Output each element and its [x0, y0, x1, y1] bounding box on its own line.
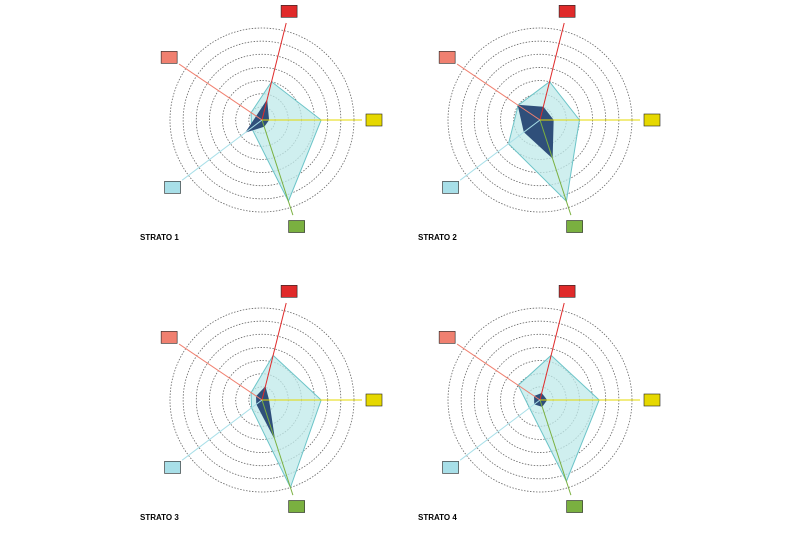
axis-icon	[558, 285, 576, 298]
axis-line	[178, 343, 263, 401]
axis-icon	[558, 5, 576, 18]
axis-line	[261, 399, 294, 496]
area-outer	[517, 354, 600, 483]
axis-line	[261, 22, 287, 121]
axis-icon	[164, 461, 181, 474]
axis-icon	[643, 393, 661, 407]
axis-icon	[280, 5, 298, 18]
axis-line	[539, 302, 565, 401]
area-outer	[250, 354, 322, 489]
area-outer	[250, 81, 322, 203]
axis-line	[261, 119, 294, 216]
axis-icon	[160, 331, 178, 344]
axis-icon	[288, 220, 305, 233]
area-inner	[517, 104, 554, 159]
axis-icon	[566, 220, 583, 233]
axis-line	[539, 399, 572, 496]
axis-line	[178, 63, 263, 121]
axis-line	[459, 119, 541, 181]
axis-line	[539, 22, 565, 121]
axis-icon	[365, 113, 383, 127]
radar-chart: STRATO 1	[140, 5, 383, 242]
axis-icon	[280, 285, 298, 298]
axis-icon	[365, 393, 383, 407]
radar-chart: STRATO 4	[418, 285, 661, 522]
axis-icon	[288, 500, 305, 513]
radar-chart: STRATO 2	[418, 5, 661, 242]
axis-line	[539, 119, 572, 216]
axis-icon	[160, 51, 178, 64]
axis-line	[459, 399, 541, 461]
axis-icon	[438, 51, 456, 64]
radar-chart: STRATO 3	[140, 285, 383, 522]
chart-label: STRATO 4	[418, 513, 457, 522]
axis-icon	[442, 181, 459, 194]
axis-line	[456, 63, 541, 121]
axis-icon	[643, 113, 661, 127]
chart-label: STRATO 1	[140, 233, 179, 242]
axis-line	[181, 119, 263, 181]
axis-line	[181, 399, 263, 461]
axis-line	[456, 343, 541, 401]
axis-icon	[164, 181, 181, 194]
chart-label: STRATO 2	[418, 233, 457, 242]
axis-icon	[442, 461, 459, 474]
chart-label: STRATO 3	[140, 513, 179, 522]
axis-icon	[438, 331, 456, 344]
axis-icon	[566, 500, 583, 513]
axis-line	[261, 302, 287, 401]
